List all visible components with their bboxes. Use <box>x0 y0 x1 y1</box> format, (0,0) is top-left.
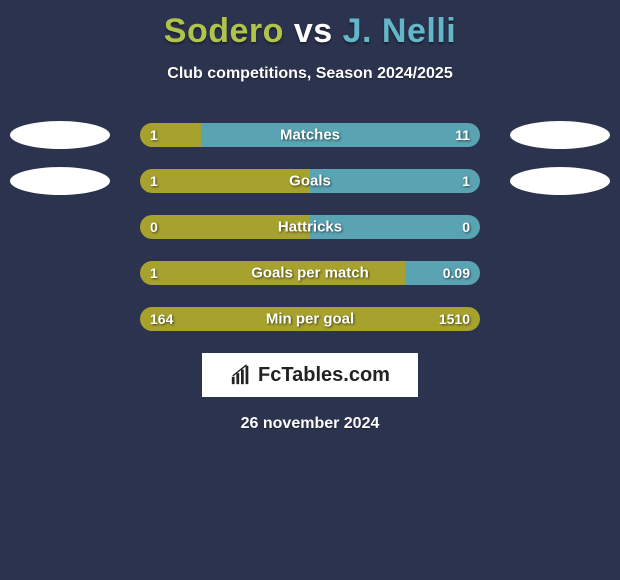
right-ellipse <box>510 167 610 195</box>
bar-left <box>140 169 310 193</box>
left-ellipse <box>10 167 110 195</box>
title-player1: Sodero <box>164 12 284 50</box>
bar-value-left: 1 <box>150 173 158 189</box>
bar-container: Min per goal 164 1510 <box>140 307 480 331</box>
bar-container: Hattricks 0 0 <box>140 215 480 239</box>
date-text: 26 november 2024 <box>0 415 620 433</box>
stat-row: Hattricks 0 0 <box>0 215 620 239</box>
bar-label: Goals <box>289 173 331 190</box>
bar-right <box>310 169 480 193</box>
left-ellipse <box>10 121 110 149</box>
bar-value-right: 1510 <box>439 311 470 327</box>
stat-row: Goals per match 1 0.09 <box>0 261 620 285</box>
chart-icon <box>230 364 252 386</box>
bar-value-left: 1 <box>150 127 158 143</box>
bar-value-right: 11 <box>455 127 470 143</box>
bar-container: Goals per match 1 0.09 <box>140 261 480 285</box>
bar-value-left: 0 <box>150 219 158 235</box>
branding-text: FcTables.com <box>258 364 390 387</box>
right-ellipse <box>510 121 610 149</box>
bar-value-left: 1 <box>150 265 158 281</box>
bar-label: Goals per match <box>251 265 369 282</box>
title-player2: J. Nelli <box>343 12 457 50</box>
stat-row: Min per goal 164 1510 <box>0 307 620 331</box>
bar-value-right: 0.09 <box>443 265 470 281</box>
bar-label: Min per goal <box>266 311 354 328</box>
title-vs: vs <box>294 12 333 50</box>
bar-label: Hattricks <box>278 219 342 236</box>
bar-value-left: 164 <box>150 311 173 327</box>
comparison-chart: Matches111Goals11Hattricks00Goals per ma… <box>0 123 620 331</box>
bar-right <box>201 123 480 147</box>
stat-row: Matches111 <box>0 123 620 147</box>
bar-container: Matches111 <box>140 123 480 147</box>
bar-label: Matches <box>280 127 340 144</box>
page-title: Sodero vs J. Nelli <box>0 0 620 51</box>
stat-row: Goals 1 1 <box>0 169 620 193</box>
subtitle: Club competitions, Season 2024/2025 <box>0 65 620 83</box>
branding-box: FcTables.com <box>202 353 418 397</box>
bar-container: Goals 1 1 <box>140 169 480 193</box>
bar-value-right: 1 <box>462 173 470 189</box>
bar-value-right: 0 <box>462 219 470 235</box>
